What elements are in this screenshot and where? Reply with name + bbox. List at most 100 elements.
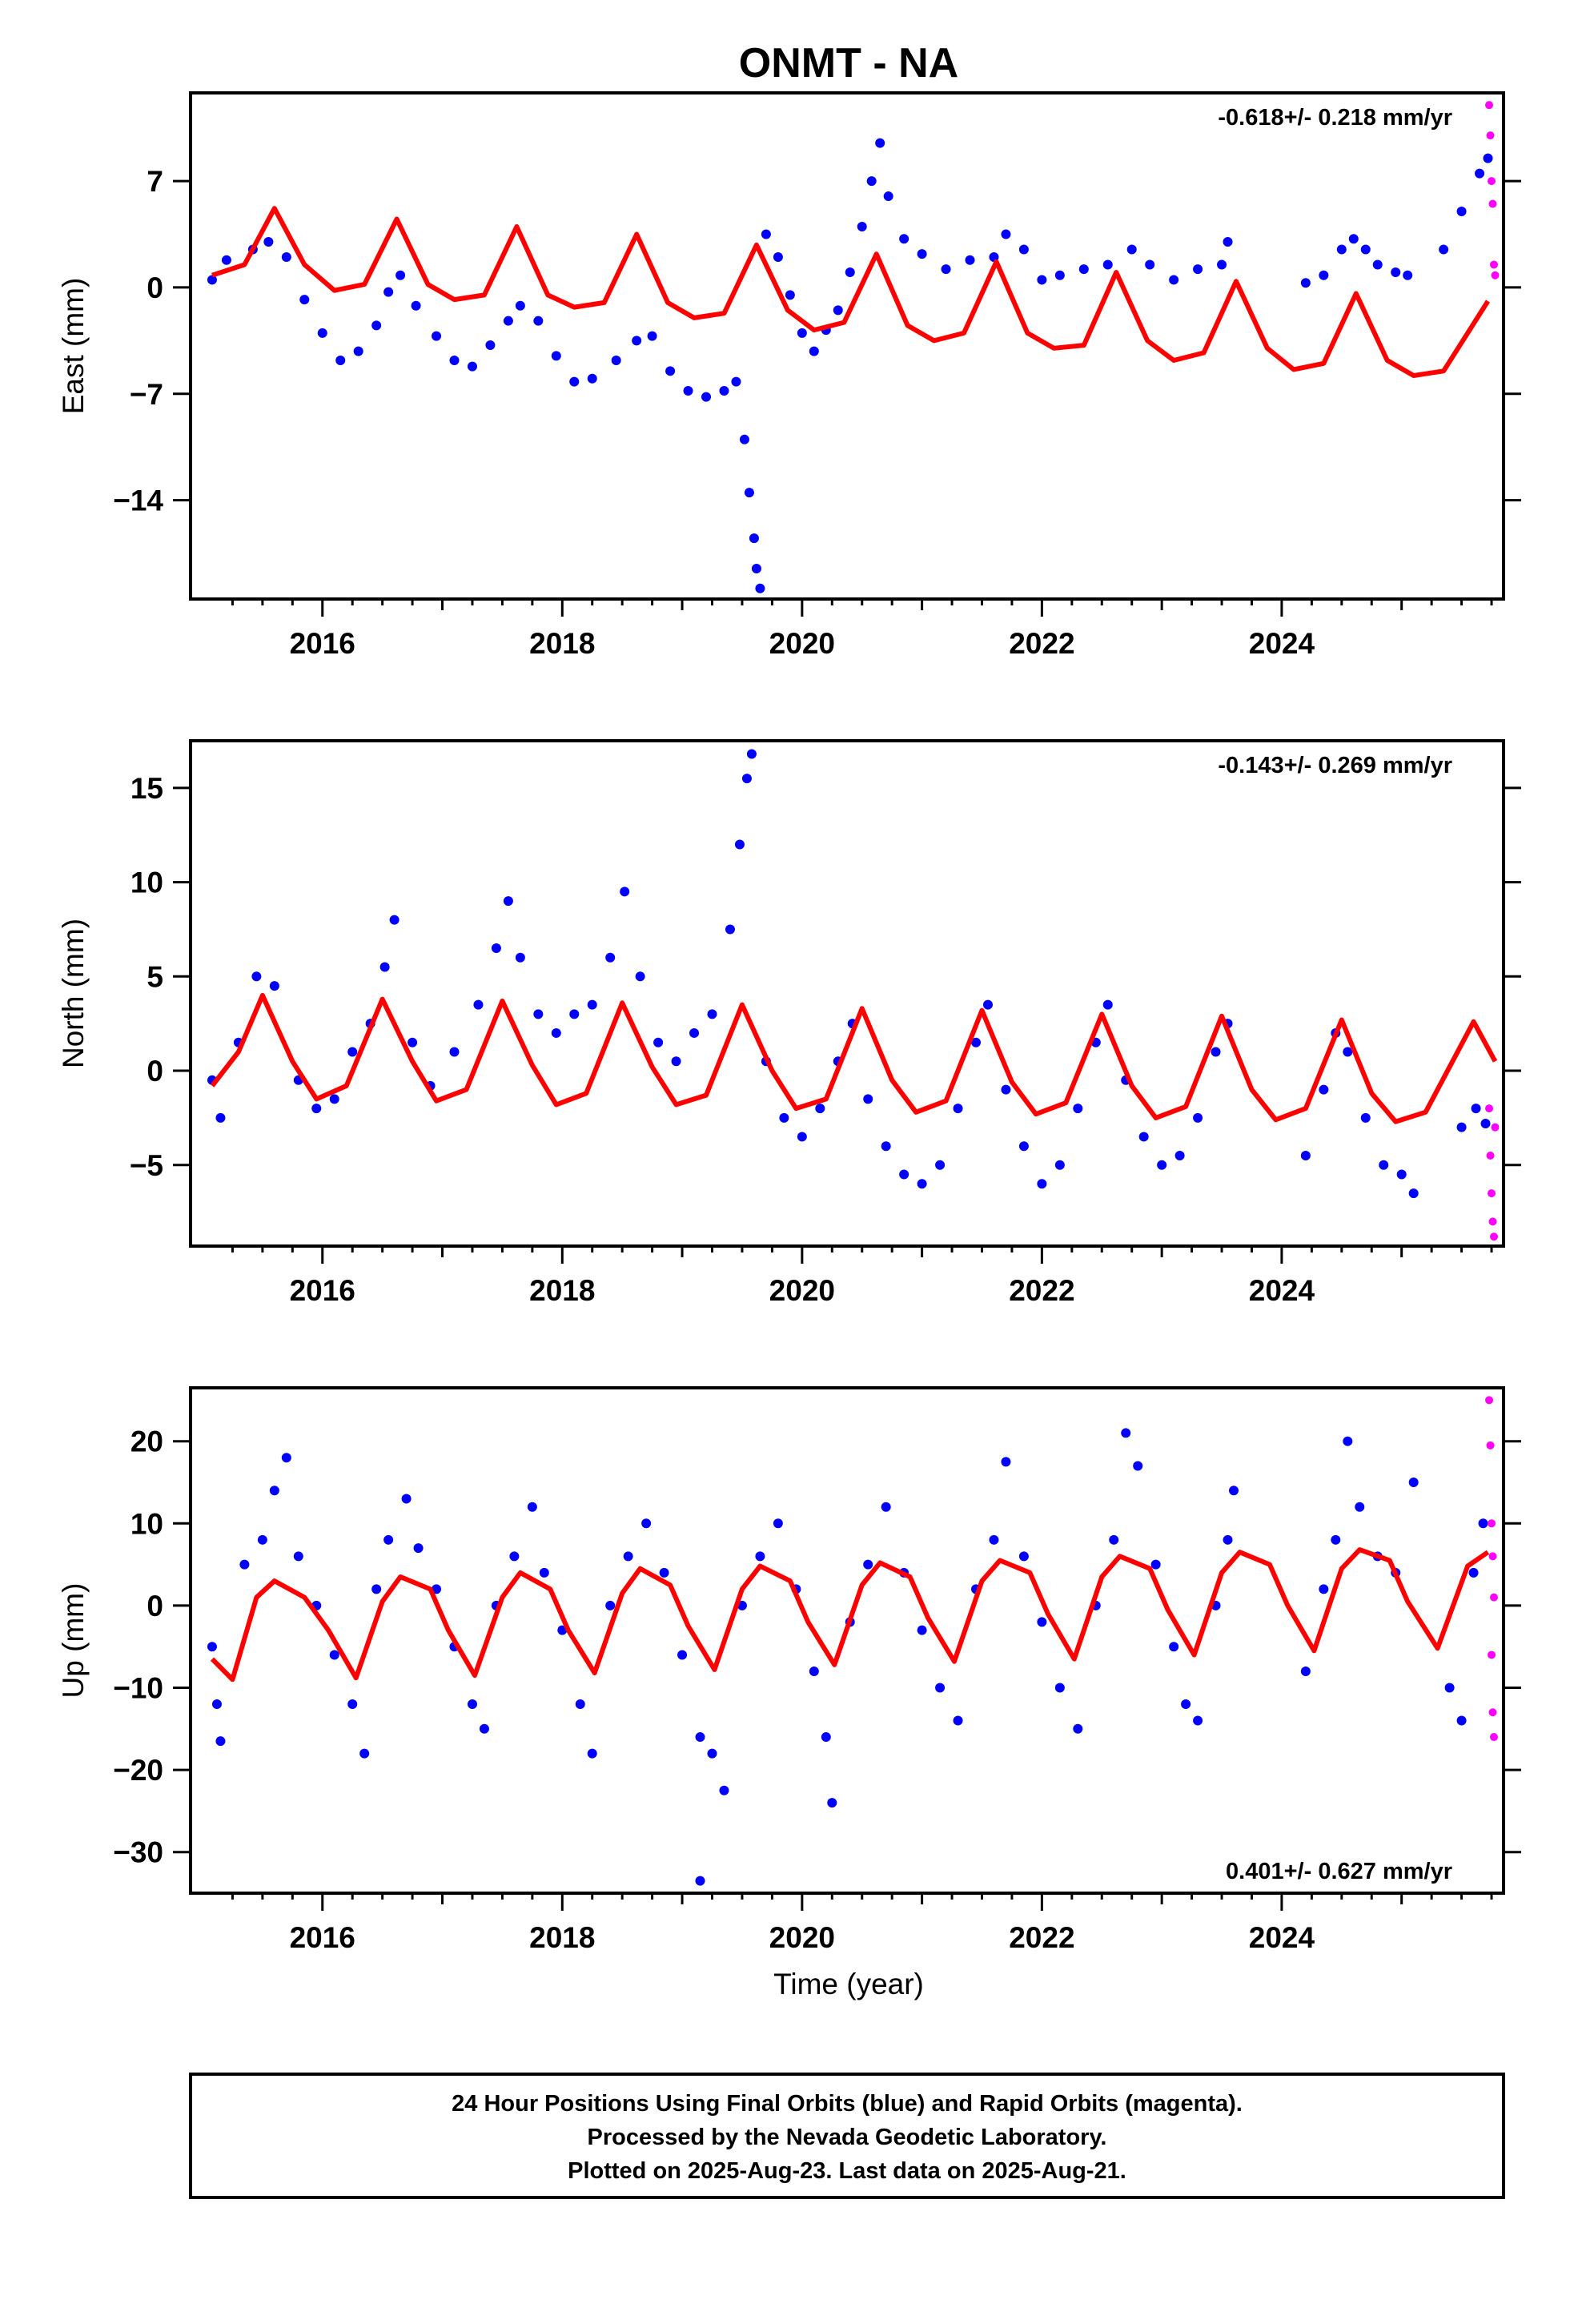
- footer-box: 24 Hour Positions Using Final Orbits (bl…: [189, 2073, 1505, 2199]
- final-orbit-point: [989, 1534, 999, 1545]
- x-tick-label: 2022: [1009, 1921, 1074, 1954]
- rapid-orbit-point: [1485, 1396, 1494, 1405]
- final-orbit-point: [1403, 270, 1413, 280]
- final-orbit-point: [725, 924, 735, 935]
- final-orbit-point: [281, 1453, 291, 1463]
- final-orbit-point: [515, 300, 525, 311]
- final-orbit-point: [971, 1037, 982, 1047]
- model-curve: [210, 1547, 1490, 1683]
- final-orbit-point: [641, 1518, 652, 1529]
- final-orbit-point: [335, 356, 346, 366]
- final-orbit-point: [1439, 244, 1449, 255]
- model-curve: [211, 206, 1491, 378]
- final-orbit-point: [269, 1486, 279, 1496]
- rapid-orbit-point: [1488, 1651, 1496, 1659]
- rapid-orbit-point: [1486, 1441, 1495, 1449]
- final-orbit-point: [632, 336, 642, 346]
- final-orbit-point: [317, 328, 327, 338]
- rapid-orbit-point: [1488, 1519, 1496, 1528]
- final-orbit-point: [965, 255, 975, 265]
- final-orbit-point: [773, 1518, 783, 1529]
- final-orbit-point: [509, 1551, 520, 1562]
- final-orbit-point: [695, 1876, 705, 1886]
- final-orbit-point: [1169, 275, 1179, 285]
- rapid-orbit-point: [1488, 1552, 1497, 1561]
- final-orbit-point: [827, 1798, 837, 1808]
- x-tick-label: 2018: [529, 1921, 595, 1954]
- final-orbit-point: [1037, 1179, 1047, 1189]
- final-orbit-point: [1478, 1518, 1488, 1529]
- final-orbit-point: [917, 1625, 927, 1635]
- final-orbit-point: [695, 1732, 705, 1743]
- final-orbit-point: [1054, 1683, 1065, 1693]
- final-orbit-point: [1396, 1169, 1407, 1180]
- final-orbit-point: [479, 1723, 489, 1734]
- final-orbit-point: [251, 971, 262, 982]
- final-orbit-point: [899, 234, 909, 244]
- final-orbit-point: [215, 1736, 226, 1747]
- final-orbit-point: [941, 264, 951, 275]
- final-orbit-point: [551, 351, 561, 361]
- final-orbit-point: [473, 999, 484, 1010]
- plot-area: [207, 1396, 1499, 1886]
- final-orbit-point: [734, 839, 745, 850]
- rapid-orbit-point: [1490, 1593, 1499, 1602]
- final-orbit-point: [587, 373, 597, 384]
- x-tick-label: 2016: [290, 1921, 355, 1954]
- final-orbit-point: [1037, 1617, 1047, 1627]
- final-orbit-point: [1408, 1188, 1419, 1199]
- final-orbit-point: [211, 1699, 222, 1710]
- rapid-orbit-point: [1488, 1217, 1497, 1226]
- x-tick-label: 2018: [529, 1274, 595, 1307]
- final-orbit-point: [797, 328, 807, 338]
- final-orbit-point: [935, 1683, 946, 1693]
- final-orbit-point: [449, 356, 460, 366]
- rapid-orbit-point: [1486, 131, 1495, 140]
- final-orbit-point: [371, 1584, 382, 1594]
- final-orbit-point: [299, 295, 310, 305]
- final-orbit-point: [503, 316, 513, 326]
- final-orbit-point: [809, 1666, 819, 1676]
- final-orbit-point: [347, 1047, 358, 1057]
- final-orbit-point: [539, 1567, 549, 1578]
- final-orbit-point: [1456, 1715, 1467, 1726]
- final-orbit-point: [797, 1132, 807, 1142]
- final-orbit-point: [683, 385, 693, 396]
- rapid-orbit-point: [1488, 177, 1496, 186]
- x-tick-label: 2018: [529, 627, 595, 660]
- y-tick-label: 5: [147, 960, 163, 993]
- final-orbit-point: [1073, 1723, 1083, 1734]
- rapid-orbit-point: [1488, 199, 1497, 208]
- final-orbit-point: [329, 1094, 339, 1104]
- y-tick-label: −5: [130, 1149, 163, 1182]
- final-orbit-point: [1018, 1141, 1029, 1152]
- plot-frame: [189, 739, 1505, 1248]
- rapid-orbit-point: [1490, 1232, 1499, 1241]
- y-axis-label: East (mm): [57, 278, 90, 415]
- final-orbit-point: [731, 376, 741, 387]
- final-orbit-point: [1054, 1160, 1065, 1170]
- final-orbit-point: [1355, 1502, 1365, 1512]
- final-orbit-point: [587, 1748, 597, 1759]
- final-orbit-point: [1456, 207, 1467, 217]
- final-orbit-point: [605, 952, 616, 963]
- final-orbit-point: [1001, 229, 1011, 239]
- final-orbit-point: [605, 1600, 616, 1610]
- x-tick-label: 2024: [1249, 1274, 1315, 1307]
- rapid-orbit-point: [1491, 1123, 1500, 1132]
- final-orbit-point: [1174, 1150, 1185, 1160]
- x-tick-label: 2020: [769, 1921, 835, 1954]
- final-orbit-point: [917, 249, 927, 259]
- y-tick-label: 20: [130, 1425, 163, 1458]
- final-orbit-point: [1319, 270, 1329, 280]
- final-orbit-point: [707, 1009, 717, 1019]
- final-orbit-point: [1408, 1477, 1419, 1487]
- rapid-orbit-point: [1485, 101, 1494, 110]
- final-orbit-point: [779, 1112, 789, 1123]
- final-orbit-point: [751, 564, 761, 574]
- final-orbit-point: [809, 346, 819, 356]
- final-orbit-point: [746, 749, 757, 759]
- final-orbit-point: [491, 943, 501, 953]
- final-orbit-point: [677, 1650, 688, 1660]
